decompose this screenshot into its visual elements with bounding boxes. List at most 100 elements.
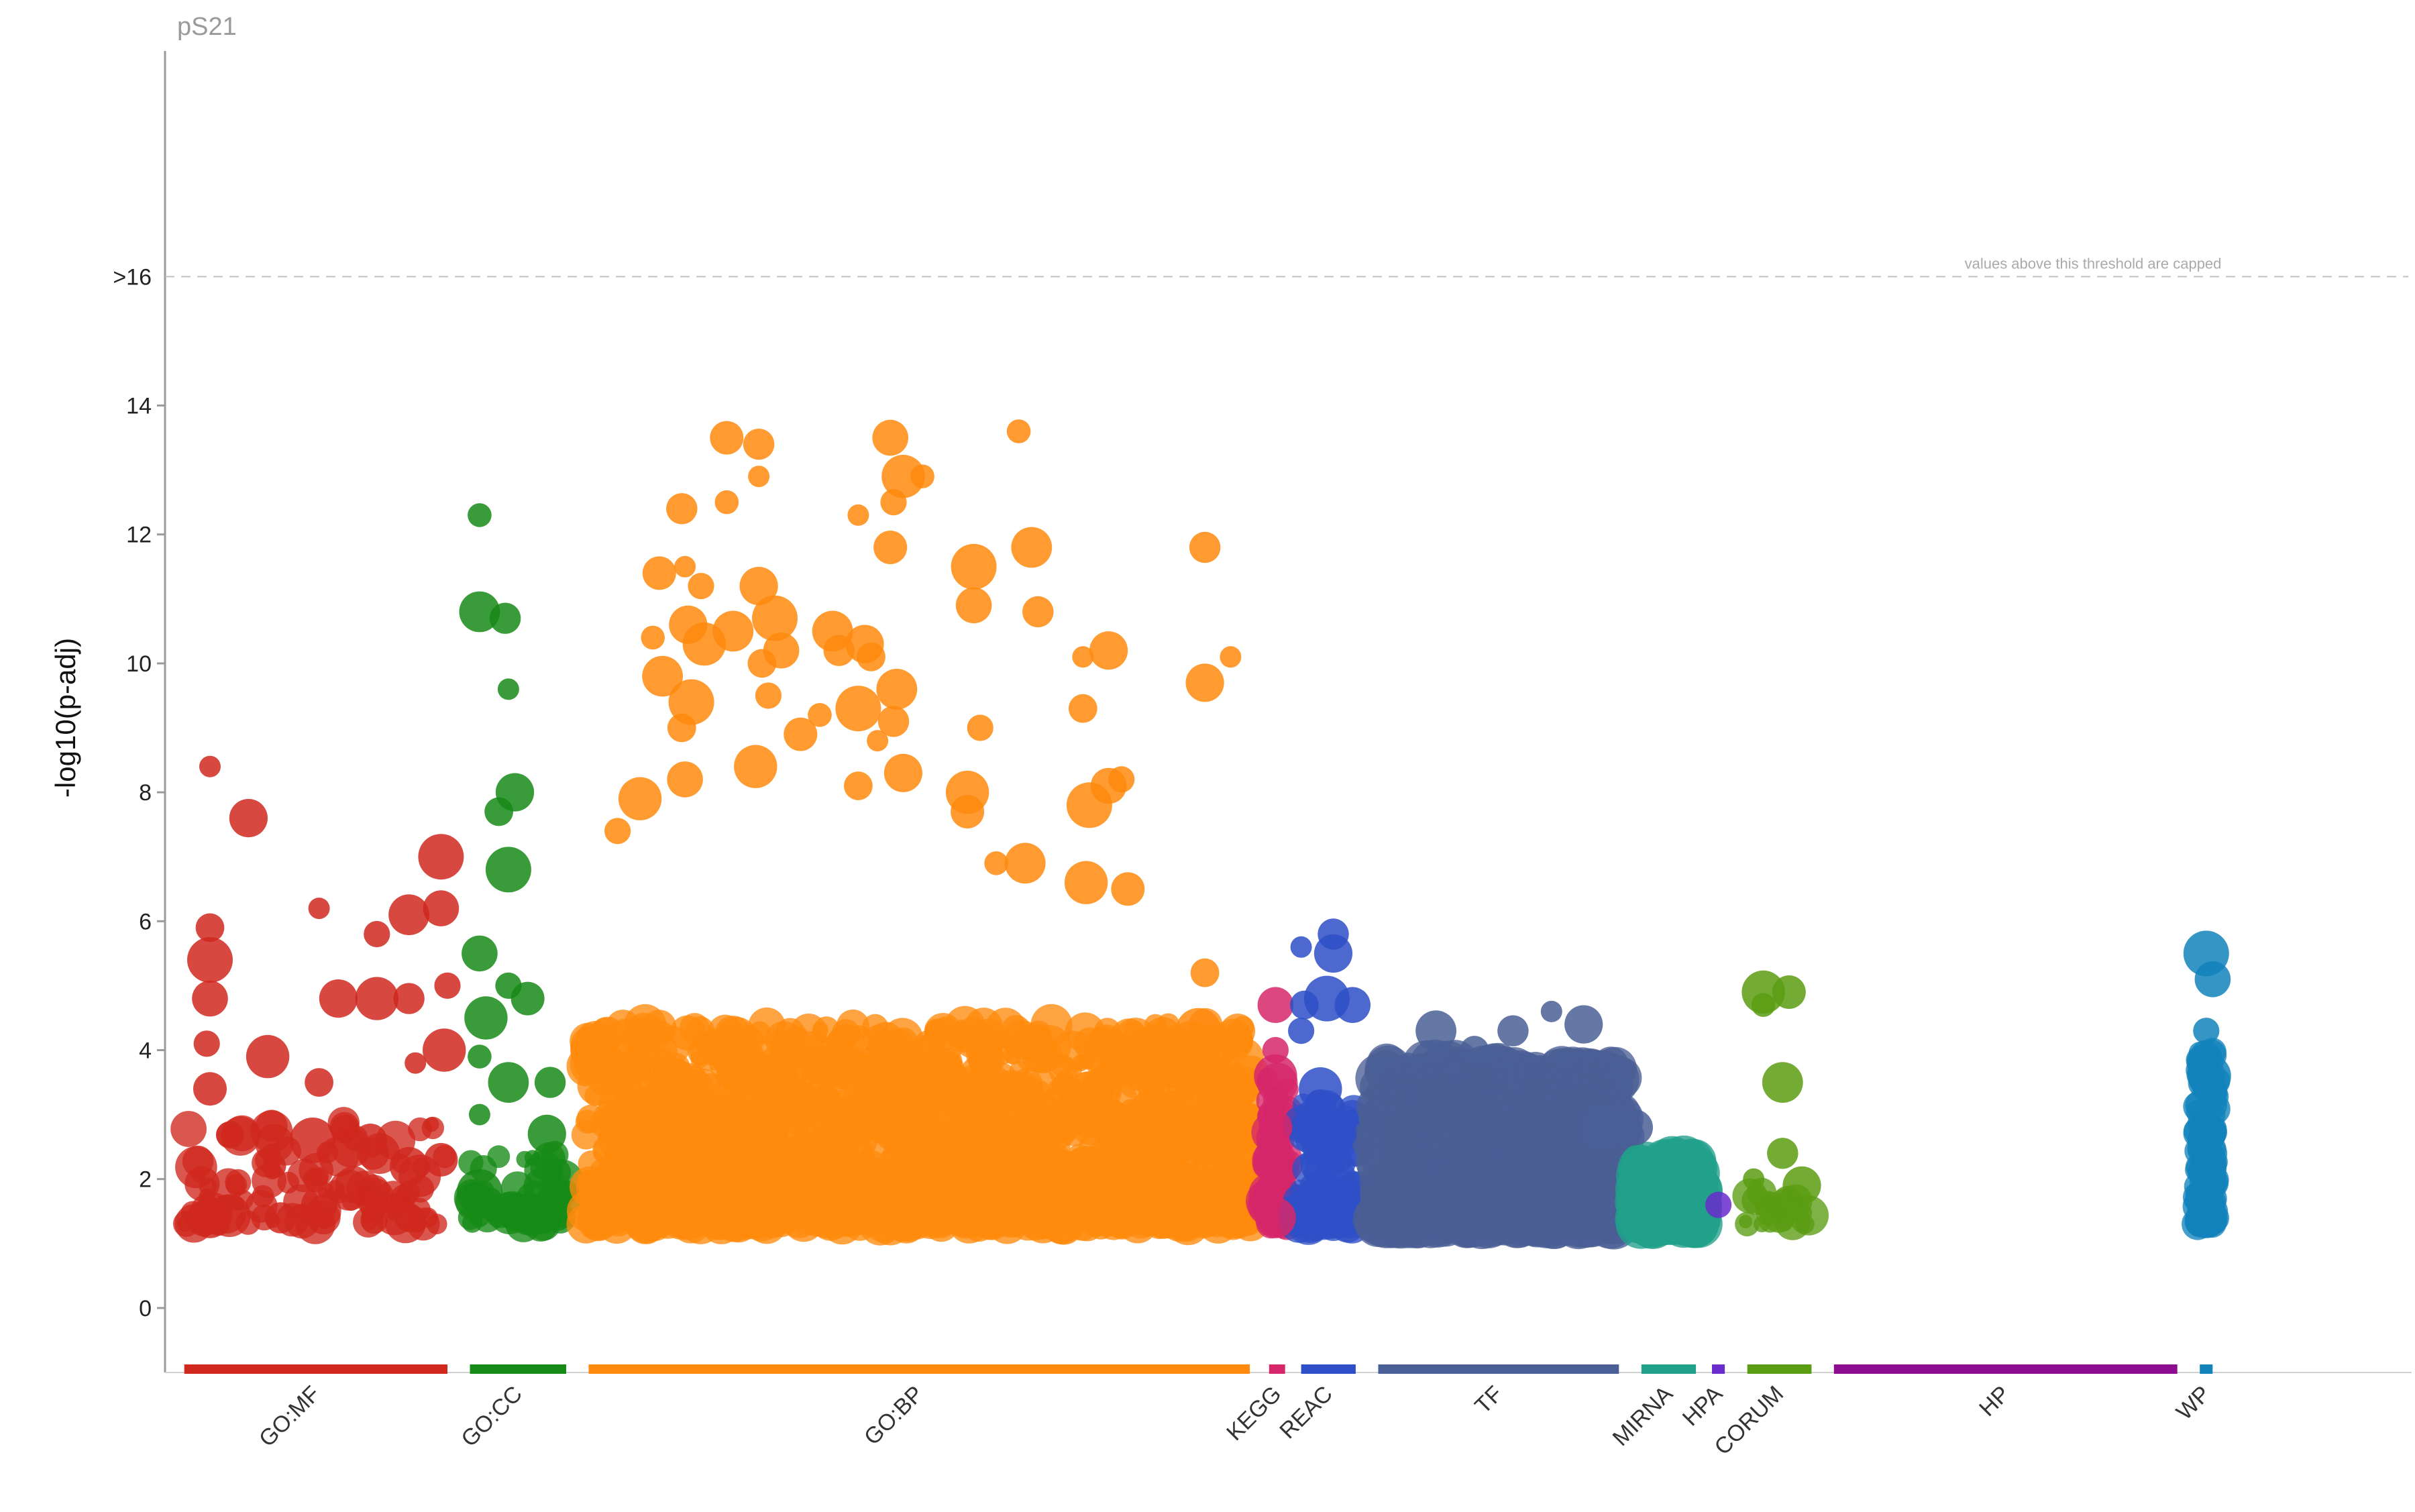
background-point [635,1201,674,1242]
background-point [1569,1166,1599,1195]
data-point [229,799,268,838]
background-point [1627,1168,1675,1217]
data-point [951,795,985,828]
data-point [468,503,492,527]
data-point [857,642,885,671]
background-point [894,1210,918,1234]
data-point [418,834,464,880]
data-point [468,1103,490,1126]
background-point [1128,1028,1163,1064]
background-point [1310,1168,1330,1188]
data-point [1755,1197,1784,1226]
data-point [714,490,739,515]
background-point [252,1185,274,1207]
data-point [883,753,922,792]
data-point [1751,993,1776,1017]
background-point [594,1216,609,1232]
background-point [1146,1187,1169,1209]
cap-note: values above this threshold are capped [1965,255,2222,272]
background-point [757,1093,773,1109]
data-point [1334,987,1371,1023]
data-point [2197,1167,2222,1191]
data-point [867,730,889,752]
background-point [796,1153,810,1167]
data-point [955,587,992,624]
background-point [716,1051,757,1093]
data-point [423,890,460,926]
background-point [225,1169,252,1195]
data-point [1255,1197,1296,1238]
background-point [1184,1176,1199,1191]
background-point [1020,1114,1046,1140]
data-point [1415,1010,1457,1052]
data-point [246,1034,290,1079]
data-point [390,1146,429,1186]
background-point [1073,1187,1089,1203]
data-point [1782,1166,1821,1205]
data-point [489,602,521,634]
data-point [1111,872,1145,906]
data-point [1288,1018,1315,1044]
data-point [193,1072,227,1106]
data-point [876,669,918,710]
y-tick-label: 2 [139,1167,152,1193]
data-point [1190,958,1220,987]
background-point [1172,1093,1198,1120]
y-ticks: 0 2 4 6 8 10 12 14 [126,394,165,1321]
background-point [170,1111,207,1147]
data-point [1006,419,1031,443]
data-point [193,1030,220,1057]
data-point [534,1067,566,1098]
data-point [189,1197,231,1238]
background-point [1645,1211,1672,1238]
data-point [642,556,676,590]
y-axis-label: -log10(p-adj) [50,638,81,798]
data-point [388,894,429,936]
background-point [1434,1177,1469,1211]
background-point [831,1024,858,1051]
data-point [688,573,714,600]
background-point [1232,1079,1252,1099]
background-point [1012,1146,1031,1167]
data-point [667,761,703,798]
background-point [175,1146,217,1189]
source-bar [1712,1364,1725,1374]
background-point [608,1180,634,1205]
data-point [1762,1062,1803,1103]
background-point [570,1044,610,1085]
data-point [305,1068,333,1097]
background-point [1089,1026,1115,1053]
data-point [2194,961,2231,997]
background-point [1479,1110,1523,1153]
source-label: GO:BP [859,1381,928,1450]
background-point [957,1205,987,1235]
background-point [1161,1044,1179,1062]
background-point [487,1145,511,1169]
background-point [1072,1054,1089,1072]
background-point [882,1145,909,1173]
background-point [744,1209,774,1239]
data-point [301,1187,337,1223]
y-tick-label: 14 [126,394,152,419]
background-point [674,1160,708,1195]
background-point [1582,1191,1616,1226]
data-point [739,567,778,606]
background-point [645,1150,660,1165]
data-point [847,504,869,526]
data-point [1108,766,1135,793]
background-point [798,1133,814,1148]
data-point [462,935,498,972]
background-point [1108,1213,1128,1232]
background-point [1163,1193,1196,1226]
source-label: HP [1974,1381,2015,1421]
data-point [364,920,390,948]
data-point [262,1154,286,1179]
data-point [1089,631,1128,670]
background-point [1093,1183,1119,1209]
background-point [1146,1096,1171,1121]
background-point [1370,1071,1408,1110]
source-bar [1301,1364,1356,1374]
background-point [1497,1183,1526,1213]
data-point [497,678,519,700]
background-point [575,1110,600,1134]
